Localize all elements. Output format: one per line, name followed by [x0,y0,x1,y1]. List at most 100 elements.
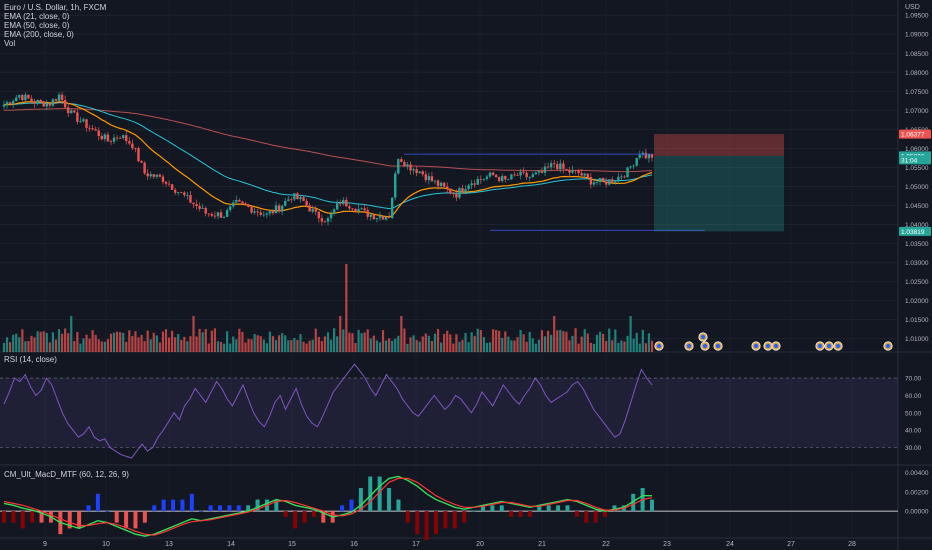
volume-bar [241,331,244,352]
candle-body [549,163,553,168]
candle-body [369,214,372,217]
candle-body [455,193,458,198]
volume-bar [348,332,351,352]
candle-body [128,141,131,144]
candle-body [33,101,36,104]
volume-bar [134,331,137,352]
candle-body [614,181,617,183]
candle-body [326,218,330,222]
rsi-band-fill [0,378,898,448]
volume-bar [574,328,577,352]
candles[interactable] [2,91,654,226]
volume-bar [629,316,632,352]
candle-body [552,163,556,165]
ema21-legend[interactable]: EMA (21, close, 0) [4,12,70,21]
macd-tick: 0.00200 [905,489,929,496]
candle-body [177,192,180,194]
candle-body [149,174,152,177]
time-tick: 17 [412,541,420,548]
macd-bar [631,493,636,512]
candle-body [427,176,431,181]
volume-bar [21,329,24,352]
candle-body [228,206,232,210]
volume-bar [550,334,553,352]
volume-bar [213,328,217,352]
candle-body [439,182,443,186]
price-axis[interactable]: 1.09500 1.09000 1.08500 1.08000 1.07500 1.070… [899,13,931,516]
rsi-tick: 40.00 [905,428,922,435]
volume-bar [534,343,537,352]
candle-body [464,189,467,192]
candle-body [164,181,168,184]
candle-body [106,134,110,142]
volume-bar [125,341,128,352]
volume-bar [5,337,9,352]
candle-body [170,184,174,190]
macd-bar [161,499,166,512]
candle-body [302,197,305,201]
short-position-tool[interactable] [654,134,784,232]
candle-body [611,179,614,183]
macd-bar [340,505,345,512]
volume-bar [140,334,143,352]
candle-body [632,165,635,167]
candle-body [531,174,534,177]
candle-body [650,154,654,158]
price-label-bg [899,129,931,139]
candle-body [115,137,119,139]
volume-bar [595,334,599,352]
macd-bar [358,488,363,512]
event-flag-center [702,343,708,349]
range-box[interactable] [404,153,705,231]
position-reward-zone [654,155,784,232]
candle-body [406,164,409,167]
rsi-title[interactable]: RSI (14, close) [4,355,57,364]
volume-bar [42,331,45,352]
candle-body [360,208,363,210]
volume-bar [262,339,265,352]
macd-bar [527,511,532,517]
volume-bar [216,341,220,352]
time-axis[interactable]: 9 10 13 14 15 16 17 20 21 22 23 24 27 28 [43,541,856,548]
price-label-bg [899,155,931,165]
macd-bar [283,511,288,517]
volume-bar [195,336,198,352]
macd-bar [86,505,91,512]
volume-bar [546,330,550,352]
candle-body [403,162,406,167]
rsi-line [3,363,653,459]
volume-bar [336,336,339,352]
volume-bar [452,343,455,352]
macd-bar [20,511,25,529]
ema200-legend[interactable]: EMA (200, close, 0) [4,30,74,39]
volume-bar [232,336,235,352]
volume-bar [167,337,171,352]
volume-bar [253,334,256,352]
volume-bar [235,339,238,352]
volume-bar [342,329,345,352]
macd-bar [415,511,420,535]
ema50-legend[interactable]: EMA (50, close, 0) [4,21,70,30]
symbol-title[interactable]: Euro / U.S. Dollar, 1h, FXCM [4,3,107,12]
macd-bar [246,505,251,512]
candle-body [88,127,91,129]
candle-body [546,166,550,168]
macd-bar [152,505,157,512]
vol-legend[interactable]: Vol [4,39,16,48]
volume-bar [528,331,531,352]
price-tick: 1.09000 [905,32,929,39]
candle-body [284,200,287,206]
candle-body [354,208,357,212]
economic-events[interactable] [654,332,893,351]
candle-body [412,169,415,171]
candle-body [381,216,385,220]
rsi-band [0,377,898,448]
volume-bar [366,329,369,352]
candle-body [280,205,284,212]
candle-body [180,192,183,194]
candle-body [57,94,61,101]
candle-body [320,218,324,222]
macd-title[interactable]: CM_Ult_MacD_MTF (60, 12, 26, 9) [4,470,129,479]
candle-body [262,214,266,216]
